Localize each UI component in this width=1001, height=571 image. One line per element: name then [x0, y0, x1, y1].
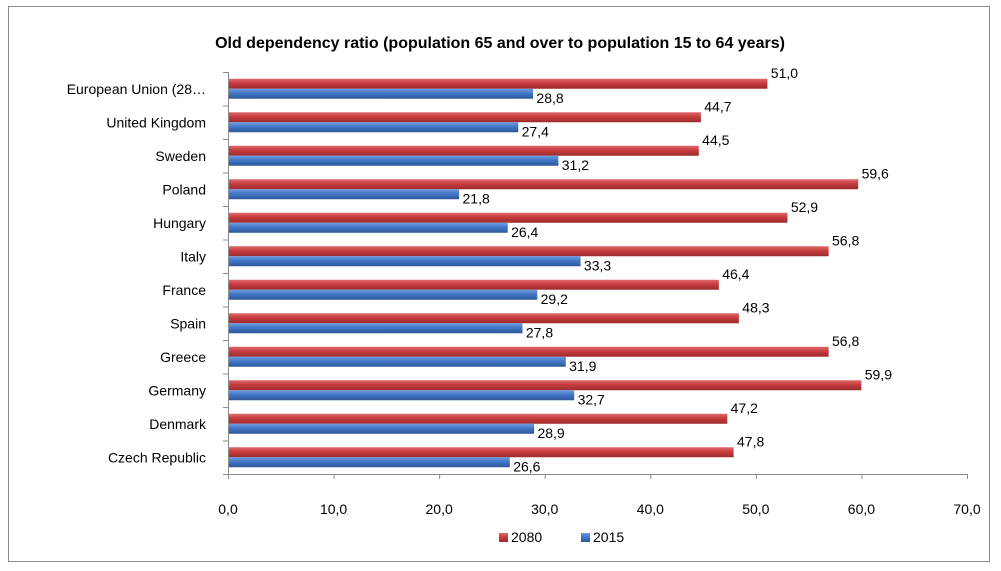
data-label-2015: 28,9	[537, 425, 564, 441]
data-label-2015: 21,8	[463, 190, 490, 206]
data-label-2015: 26,4	[511, 224, 538, 240]
bar-2015	[229, 390, 575, 401]
bar-2080	[229, 313, 739, 324]
bar-2080	[229, 145, 699, 156]
bar-2080	[229, 179, 859, 190]
x-tick-label: 0,0	[218, 501, 238, 517]
bar-2015	[229, 423, 535, 434]
x-tick-label: 10,0	[320, 501, 347, 517]
data-label-2080: 51,0	[771, 65, 798, 81]
data-label-2015: 29,2	[541, 291, 568, 307]
category-label: Poland	[162, 181, 206, 197]
category-label: Greece	[160, 349, 206, 365]
data-label-2015: 31,2	[562, 157, 589, 173]
data-label-2080: 47,8	[737, 433, 764, 449]
bar-2015	[229, 256, 581, 267]
bar-2080	[229, 78, 768, 89]
category-label: United Kingdom	[106, 114, 206, 130]
x-tick-label: 50,0	[742, 501, 769, 517]
category-label: Germany	[148, 382, 206, 398]
bar-2015	[229, 189, 460, 200]
x-tick-label: 30,0	[531, 501, 558, 517]
chart-frame: Old dependency ratio (population 65 and …	[8, 6, 990, 562]
data-label-2080: 47,2	[731, 400, 758, 416]
data-label-2015: 27,8	[526, 324, 553, 340]
data-label-2080: 44,7	[704, 98, 731, 114]
bar-2015	[229, 323, 523, 334]
data-label-2015: 32,7	[578, 391, 605, 407]
data-label-2080: 46,4	[722, 266, 749, 282]
data-label-2015: 28,8	[536, 90, 563, 106]
x-tick-label: 70,0	[953, 501, 980, 517]
bar-2015	[229, 289, 538, 300]
category-label: Denmark	[149, 416, 207, 432]
category-label: Hungary	[153, 215, 206, 231]
bar-2080	[229, 112, 701, 123]
data-label-2080: 48,3	[742, 299, 769, 315]
bar-2080	[229, 279, 719, 290]
bar-2015	[229, 88, 534, 99]
data-label-2080: 56,8	[832, 232, 859, 248]
bar-chart: European Union (28… 51,0 28,8 United Kingdo…	[67, 65, 981, 545]
legend-swatch-2080	[499, 533, 508, 542]
legend-swatch-2015	[581, 533, 590, 542]
data-label-2015: 31,9	[569, 358, 596, 374]
bar-2015	[229, 222, 508, 233]
bar-2015	[229, 122, 519, 133]
bar-2080	[229, 246, 829, 257]
x-tick-label: 20,0	[426, 501, 453, 517]
data-label-2080: 59,9	[865, 366, 892, 382]
data-label-2080: 52,9	[791, 199, 818, 215]
category-label: Czech Republic	[108, 449, 206, 465]
legend-label-2015: 2015	[593, 529, 624, 545]
data-label-2080: 59,6	[862, 165, 889, 181]
bar-2080	[229, 380, 862, 391]
bar-2015	[229, 356, 566, 367]
x-tick-label: 40,0	[637, 501, 664, 517]
category-label: Spain	[170, 315, 206, 331]
category-label: Sweden	[155, 148, 206, 164]
bar-2015	[229, 155, 559, 166]
category-label: Italy	[180, 248, 206, 264]
category-label: France	[162, 282, 206, 298]
legend-label-2080: 2080	[511, 529, 542, 545]
bar-2080	[229, 212, 788, 223]
bar-2080	[229, 346, 829, 357]
bar-2080	[229, 447, 734, 458]
data-label-2015: 26,6	[513, 458, 540, 474]
x-tick-label: 60,0	[848, 501, 875, 517]
bar-2080	[229, 413, 728, 424]
category-label: European Union (28…	[67, 81, 206, 97]
bar-2015	[229, 457, 510, 468]
data-label-2015: 33,3	[584, 257, 611, 273]
data-label-2015: 27,4	[522, 123, 549, 139]
data-label-2080: 56,8	[832, 333, 859, 349]
data-label-2080: 44,5	[702, 132, 729, 148]
chart-title: Old dependency ratio (population 65 and …	[215, 35, 785, 52]
